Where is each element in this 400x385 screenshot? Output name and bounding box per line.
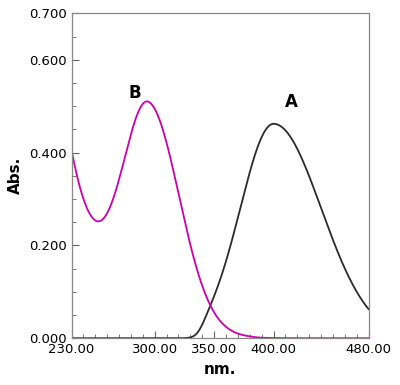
Text: A: A [285, 93, 298, 111]
Text: B: B [128, 84, 141, 102]
Y-axis label: Abs.: Abs. [8, 157, 23, 194]
X-axis label: nm.: nm. [204, 362, 236, 377]
